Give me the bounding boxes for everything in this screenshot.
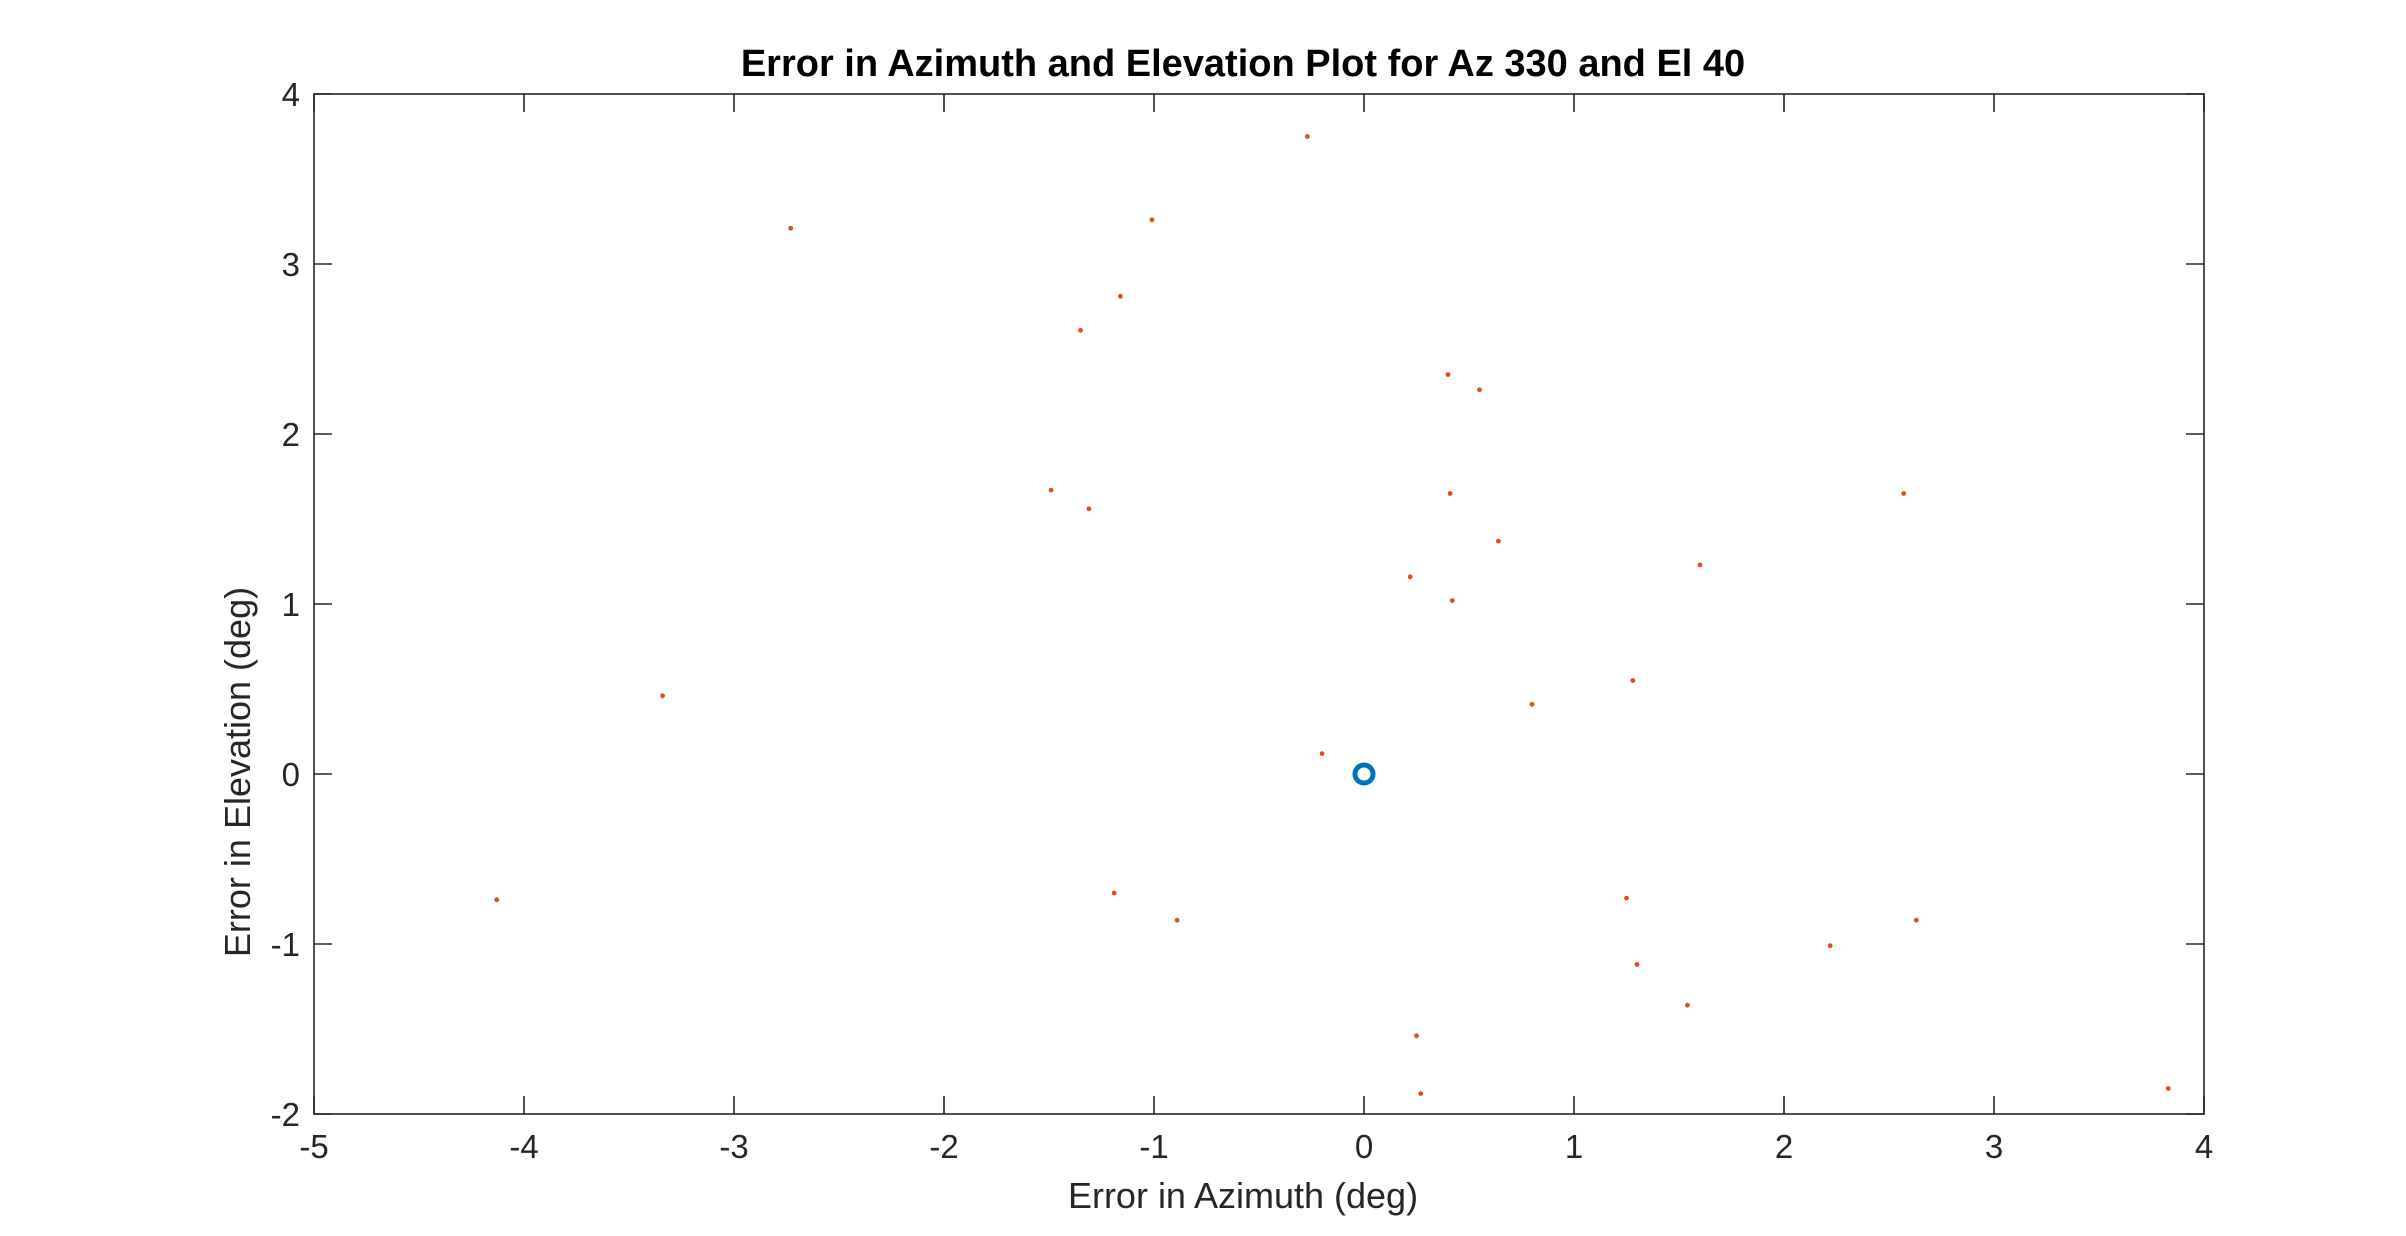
error-data-point: [1445, 372, 1451, 377]
error-data-point: [1304, 134, 1310, 139]
x-tick-label: 0: [1355, 1128, 1373, 1165]
error-data-point: [1319, 751, 1325, 756]
x-tick-label: -4: [509, 1128, 538, 1165]
y-axis-label: Error in Elevation (deg): [217, 587, 258, 957]
x-axis-label: Error in Azimuth (deg): [1068, 1175, 1418, 1216]
error-data-point: [1414, 1033, 1419, 1039]
axes-box: [313, 93, 2205, 1115]
error-data-point: [1149, 217, 1155, 223]
error-data-point: [1529, 701, 1535, 707]
x-tick-label: -3: [719, 1128, 748, 1165]
x-tick-label: 1: [1565, 1128, 1583, 1165]
error-data-point: [1496, 538, 1501, 544]
chart-title: Error in Azimuth and Elevation Plot for …: [741, 43, 1745, 85]
error-data-point: [1630, 678, 1636, 683]
y-tick-label: 2: [282, 416, 300, 453]
error-data-point: [2165, 1086, 2171, 1091]
data-series: [494, 134, 2171, 1096]
error-data-point: [1174, 917, 1180, 923]
y-tick-label: -2: [271, 1096, 300, 1133]
error-data-point: [1407, 574, 1413, 580]
error-data-point: [1624, 895, 1629, 901]
error-data-point: [1477, 387, 1482, 393]
error-data-point: [1901, 491, 1907, 496]
error-data-point: [1048, 487, 1054, 493]
error-data-point: [494, 897, 500, 903]
x-tick-label: 4: [2195, 1128, 2213, 1165]
error-data-point: [1111, 890, 1117, 896]
y-tick-label: 1: [282, 586, 300, 623]
x-tick-label: -5: [299, 1128, 328, 1165]
error-data-point: [1078, 327, 1083, 333]
y-tick-label: 0: [282, 756, 300, 793]
error-data-point: [1913, 917, 1919, 923]
error-data-point: [1634, 962, 1640, 967]
error-data-point: [1685, 1002, 1690, 1008]
error-data-point: [1449, 598, 1455, 603]
error-data-point: [788, 225, 794, 231]
error-data-point: [1118, 293, 1123, 299]
x-tick-label: -2: [929, 1128, 958, 1165]
error-data-point: [1697, 562, 1703, 568]
error-data-point: [1827, 943, 1833, 949]
reference-marker: [1352, 762, 1376, 786]
error-data-point: [1447, 491, 1453, 496]
plot-area: -5 -4 -3 -2 -1 0 1 2 3 4 -2 -1 0 1 2 3 4: [271, 76, 2214, 1165]
y-tick-label: 4: [282, 76, 300, 113]
x-tick-label: 3: [1985, 1128, 2003, 1165]
error-data-point: [1086, 506, 1092, 512]
y-tick-label: -1: [271, 926, 300, 963]
error-data-point: [660, 693, 665, 699]
error-data-point: [1418, 1091, 1424, 1096]
x-tick-label: -1: [1139, 1128, 1168, 1165]
x-tick-label: 2: [1775, 1128, 1793, 1165]
y-axis: -2 -1 0 1 2 3 4: [271, 76, 2204, 1133]
y-tick-label: 3: [282, 246, 300, 283]
x-axis: -5 -4 -3 -2 -1 0 1 2 3 4: [299, 94, 2213, 1165]
